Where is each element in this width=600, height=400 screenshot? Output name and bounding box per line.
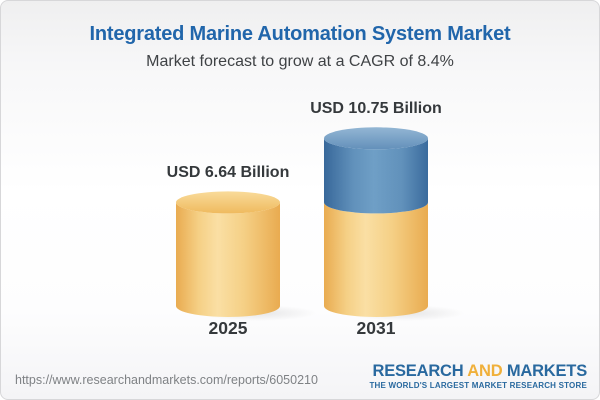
cylinder-2031-base-segment	[324, 202, 428, 317]
logo-word-and: AND	[467, 361, 503, 380]
value-label-2025: USD 6.64 Billion	[166, 164, 290, 182]
logo-tagline: THE WORLD'S LARGEST MARKET RESEARCH STOR…	[369, 381, 587, 390]
researchandmarkets-logo: RESEARCH AND MARKETS THE WORLD'S LARGEST…	[369, 361, 587, 391]
logo-word-research: RESEARCH	[372, 361, 464, 380]
cylinder-2031-growth-segment	[324, 138, 428, 214]
logo-wordmark: RESEARCH AND MARKETS	[369, 361, 587, 380]
page-subtitle: Market forecast to grow at a CAGR of 8.4…	[146, 53, 454, 70]
cylinder-2031-top-face	[324, 127, 428, 150]
category-label-2031: 2031	[356, 318, 396, 338]
cylinder-2025-base-segment	[176, 202, 280, 317]
category-label-2025: 2025	[208, 318, 248, 338]
report-url[interactable]: https://www.researchandmarkets.com/repor…	[15, 373, 318, 387]
logo-word-markets: MARKETS	[506, 361, 587, 380]
page-title: Integrated Marine Automation System Mark…	[89, 23, 511, 45]
value-label-2031: USD 10.75 Billion	[310, 100, 442, 118]
cylinder-2025-top-face	[176, 191, 280, 214]
